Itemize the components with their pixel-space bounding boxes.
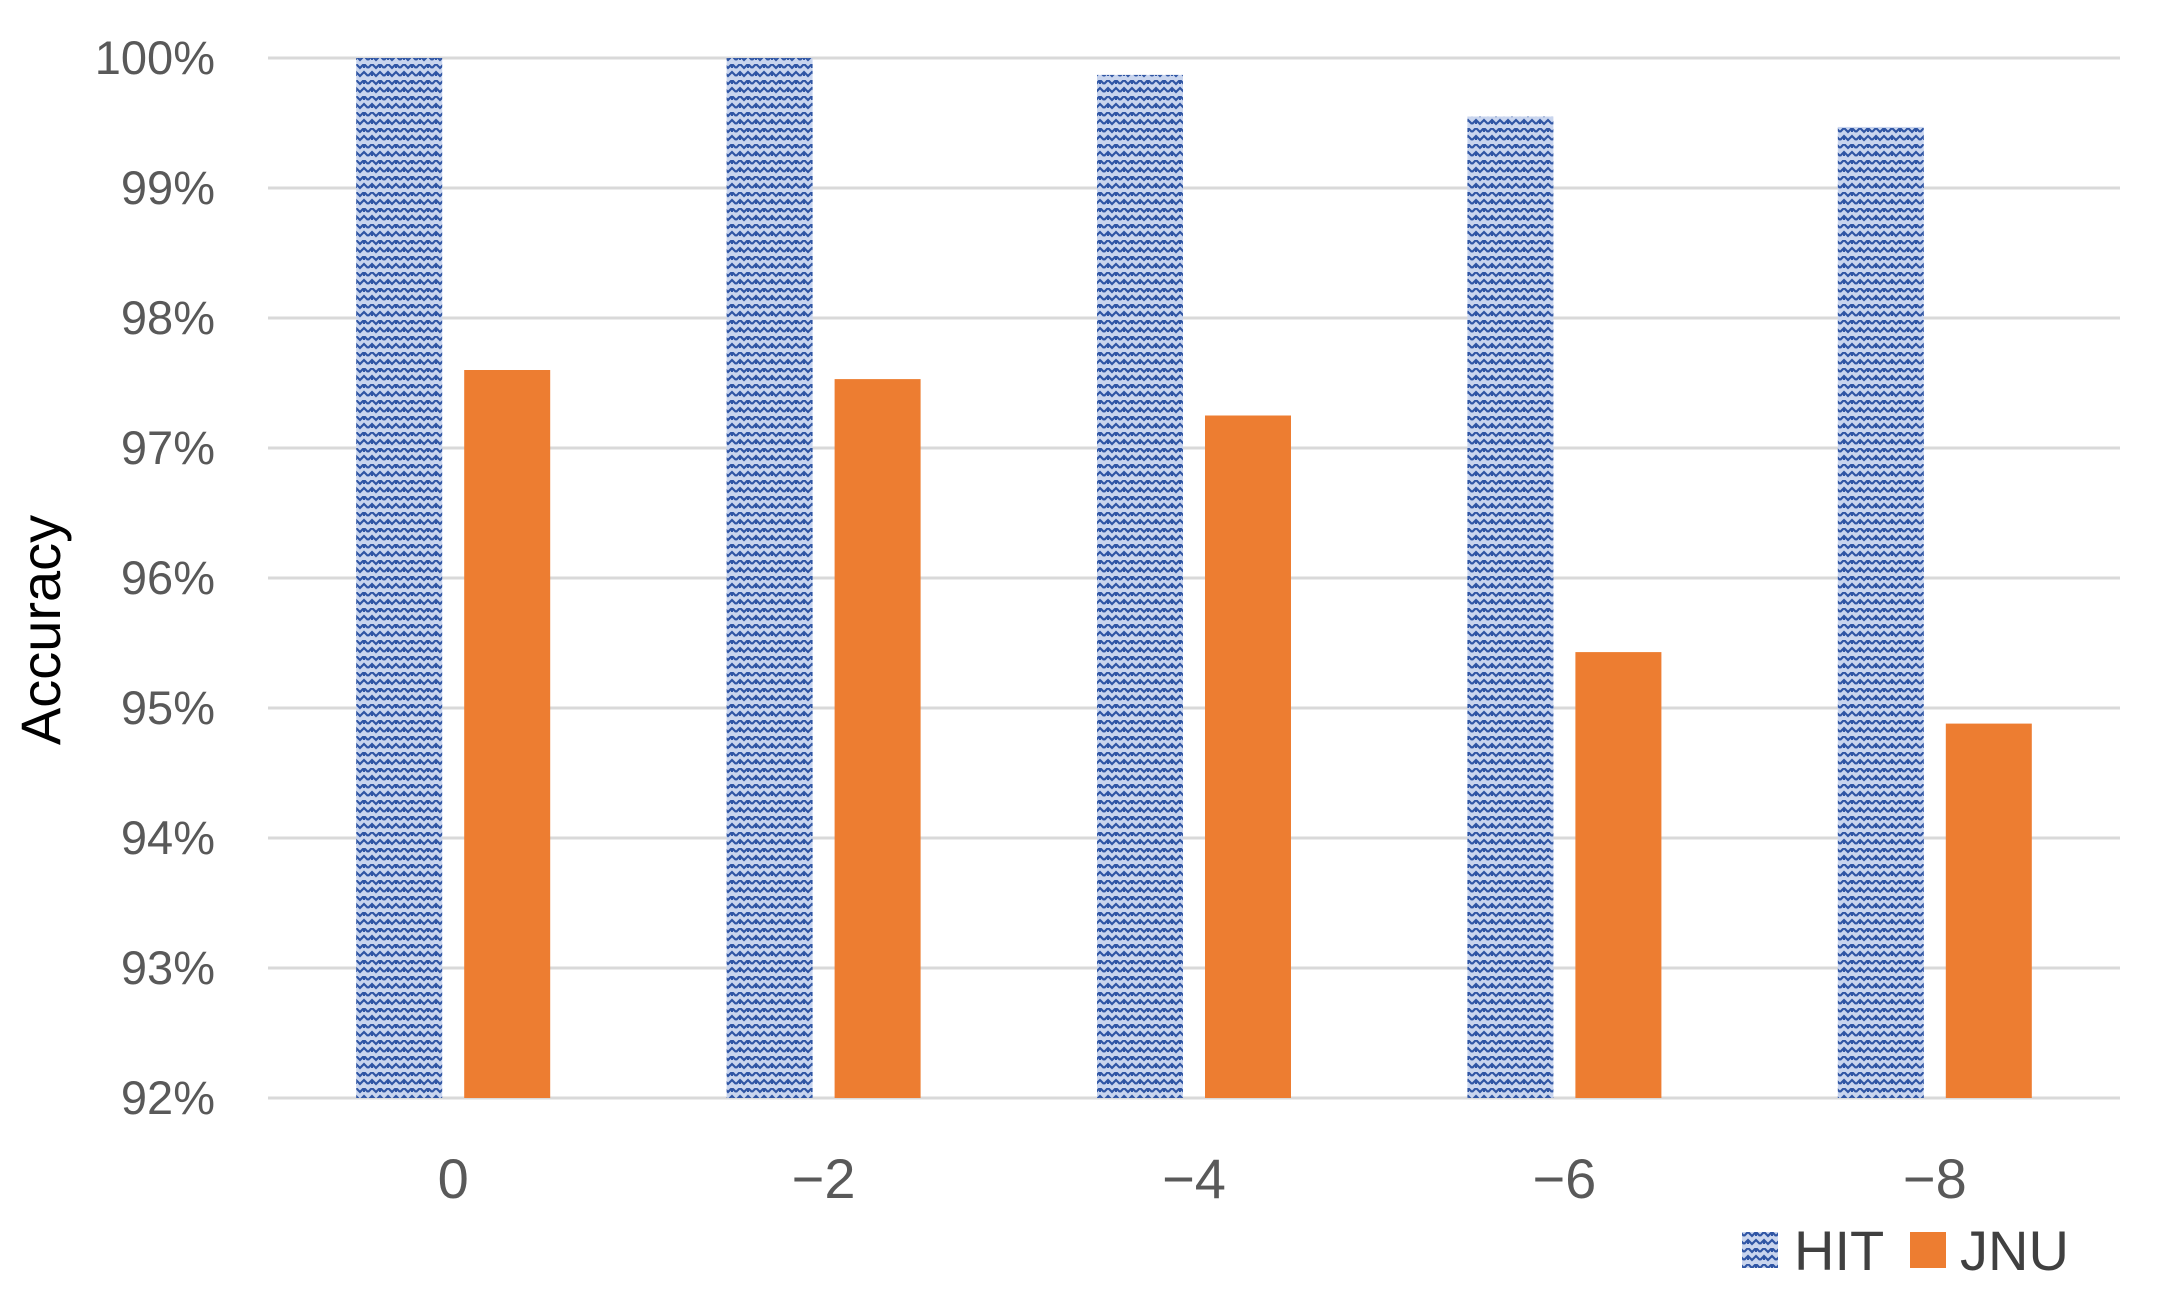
bar-hit: [1467, 116, 1554, 1098]
y-tick-label: 93%: [121, 941, 215, 994]
y-tick-label: 96%: [121, 551, 215, 604]
bar-hit: [1837, 126, 1924, 1098]
bar-hit: [356, 58, 443, 1098]
y-tick-label: 99%: [121, 161, 215, 214]
y-axis-title: Accuracy: [9, 515, 72, 745]
x-axis-ticks: 0 −2 −4 −6 −8: [438, 1147, 1967, 1210]
legend-label-jnu: JNU: [1960, 1219, 2069, 1282]
bar-hit: [726, 58, 813, 1098]
legend: HIT JNU: [1742, 1219, 2069, 1282]
bar-jnu: [834, 379, 921, 1099]
bar-hit: [1097, 74, 1183, 1098]
y-tick-label: 92%: [121, 1071, 215, 1124]
bars: [356, 58, 2032, 1099]
x-tick-label: −8: [1903, 1147, 1967, 1210]
y-tick-label: 98%: [121, 291, 215, 344]
bar-jnu: [1945, 723, 2032, 1098]
bar-jnu: [464, 370, 551, 1098]
gridlines: [268, 56, 2120, 1100]
x-tick-label: 0: [438, 1147, 469, 1210]
legend-label-hit: HIT: [1794, 1219, 1884, 1282]
y-tick-label: 97%: [121, 421, 215, 474]
x-tick-label: −6: [1532, 1147, 1596, 1210]
y-tick-label: 100%: [95, 31, 215, 84]
legend-swatch-jnu: [1910, 1232, 1946, 1268]
y-tick-label: 94%: [121, 811, 215, 864]
legend-swatch-hit: [1742, 1232, 1778, 1268]
bar-jnu: [1575, 652, 1662, 1098]
bar-jnu: [1205, 415, 1291, 1098]
y-tick-label: 95%: [121, 681, 215, 734]
x-tick-label: −4: [1162, 1147, 1226, 1210]
x-tick-label: −2: [792, 1147, 856, 1210]
y-axis-ticks: 92% 93% 94% 95% 96% 97% 98% 99% 100%: [95, 31, 215, 1124]
